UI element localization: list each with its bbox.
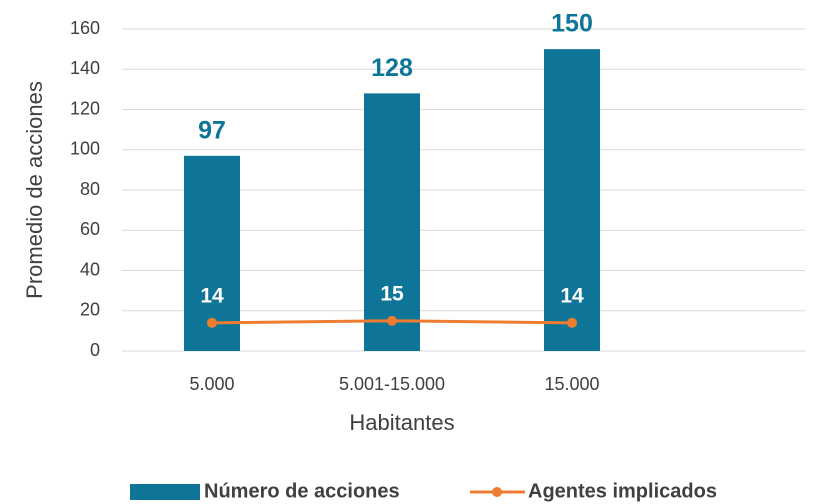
y-tick-label: 20 [80, 300, 100, 320]
line-value-label: 14 [560, 284, 584, 307]
bar [364, 93, 420, 352]
legend-swatch [492, 487, 502, 497]
y-tick-label: 60 [80, 219, 100, 239]
x-tick-label: 5.000 [189, 374, 234, 394]
x-tick-label: 15.000 [544, 374, 599, 394]
bar-value-label: 97 [198, 116, 226, 144]
x-tick-label: 5.001-15.000 [339, 374, 445, 394]
line-marker [567, 317, 577, 328]
y-tick-label: 140 [70, 58, 100, 78]
bar [544, 49, 600, 351]
legend-label: Número de acciones [204, 480, 400, 502]
legend-label: Agentes implicados [528, 480, 717, 502]
y-tick-label: 160 [70, 18, 100, 38]
line-marker [387, 315, 397, 326]
y-tick-label: 80 [80, 179, 100, 199]
y-tick-label: 40 [80, 259, 100, 279]
bar-value-label: 128 [371, 54, 413, 82]
legend-swatch [130, 484, 200, 500]
bar-value-label: 150 [551, 10, 593, 38]
y-tick-label: 120 [70, 98, 100, 118]
x-axis-title: Habitantes [349, 410, 454, 435]
y-tick-label: 100 [70, 139, 100, 159]
y-axis-title: Promedio de acciones [22, 81, 47, 299]
y-tick-label: 0 [90, 340, 100, 360]
line-marker [207, 317, 217, 328]
line-value-label: 14 [200, 284, 224, 307]
line-value-label: 15 [380, 282, 404, 305]
